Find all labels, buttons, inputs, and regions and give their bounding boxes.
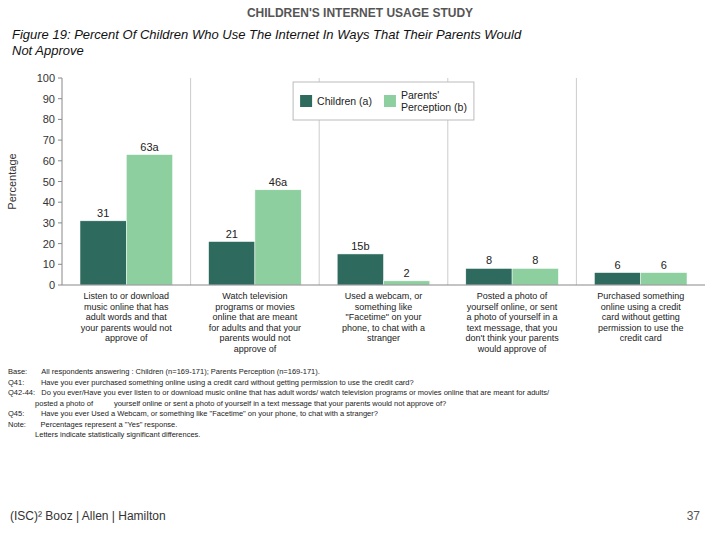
legend-swatch [300, 95, 312, 107]
y-tick [58, 243, 62, 244]
data-label: 46a [269, 176, 288, 188]
data-label: 6 [661, 259, 667, 271]
legend: Children (a) Parents'Perception (b) [293, 82, 474, 120]
y-tick-label: 30 [43, 217, 55, 229]
logo-text: (ISC)² Booz | Allen | Hamilton [10, 509, 166, 523]
legend-swatch [384, 95, 396, 107]
bars [80, 155, 687, 285]
page-number: 37 [687, 509, 701, 523]
bar [512, 268, 558, 285]
footnote: Q41: Have you ever purchased something o… [8, 378, 414, 387]
category-label: Watch televisionprograms or moviesonline… [209, 291, 301, 354]
bar [641, 273, 687, 285]
y-tick [58, 285, 62, 286]
footnote: posted a photo of yourself online or sen… [8, 399, 446, 408]
category-label: Purchased somethingonline using a credit… [597, 291, 684, 343]
x-axis: Listen to or downloadmusic online that h… [81, 291, 684, 354]
footnote: Letters indicate statistically significa… [8, 430, 200, 439]
data-label: 31 [97, 207, 109, 219]
y-axis-line [62, 78, 63, 285]
header: CHILDREN'S INTERNET USAGE STUDY [247, 6, 473, 20]
bar [594, 273, 640, 285]
data-label: 21 [226, 228, 238, 240]
bar [384, 281, 430, 285]
y-tick [58, 119, 62, 120]
y-axis-label: Percentage [6, 153, 18, 209]
y-tick-label: 50 [43, 176, 55, 188]
y-tick [58, 202, 62, 203]
bar [466, 268, 512, 285]
y-tick-label: 60 [43, 155, 55, 167]
bar [255, 190, 301, 285]
y-tick-label: 10 [43, 258, 55, 270]
y-tick-label: 100 [37, 72, 55, 84]
footnote: Note: Percentages represent a "Yes" resp… [8, 420, 177, 429]
category-label: Used a webcam, orsomething like"Facetime… [342, 291, 425, 343]
data-label: 6 [614, 259, 620, 271]
y-tick-label: 20 [43, 238, 55, 250]
x-axis-line [62, 285, 705, 286]
group-separator [190, 78, 191, 285]
y-tick [58, 140, 62, 141]
category-label: Listen to or downloadmusic online that h… [81, 291, 173, 343]
y-tick [58, 78, 62, 79]
footnote: Base: All respondents answering : Childr… [8, 367, 320, 376]
title: Figure 19: Percent Of Children Who Use T… [12, 27, 522, 58]
data-label: 8 [532, 254, 538, 266]
data-labels: 31 21 15b 8 6 63a 46a 2 8 6 [97, 141, 667, 279]
legend-label: Children (a) [317, 95, 372, 107]
y-tick [58, 98, 62, 99]
y-tick-label: 0 [49, 279, 55, 291]
data-label: 15b [351, 240, 369, 252]
legend-label: Parents'Perception (b) [401, 89, 467, 113]
data-label: 8 [486, 254, 492, 266]
category-label: Posted a photo ofyourself online, or sen… [465, 291, 559, 354]
y-tick [58, 181, 62, 182]
bar [337, 254, 383, 285]
y-tick [58, 160, 62, 161]
y-tick-label: 40 [43, 196, 55, 208]
data-label: 63a [140, 141, 159, 153]
y-tick-label: 70 [43, 134, 55, 146]
group-separator [576, 78, 577, 285]
y-axis: 0 10 20 30 40 50 60 70 80 90 100 [37, 72, 62, 291]
footnotes: Base: All respondents answering : Childr… [8, 367, 550, 439]
bar [80, 221, 126, 285]
bar [126, 155, 172, 285]
footnote: Q42-44: Do you ever/Have you ever listen… [8, 388, 550, 397]
y-tick [58, 222, 62, 223]
y-tick [58, 264, 62, 265]
footnote: Q45: Have you ever Used a Webcam, or som… [8, 409, 378, 418]
bar [209, 242, 255, 285]
y-tick-label: 80 [43, 113, 55, 125]
data-label: 2 [404, 267, 410, 279]
legend-frame [293, 82, 474, 120]
chart-root: CHILDREN'S INTERNET USAGE STUDY Figure 19… [0, 0, 720, 540]
y-tick-label: 90 [43, 93, 55, 105]
